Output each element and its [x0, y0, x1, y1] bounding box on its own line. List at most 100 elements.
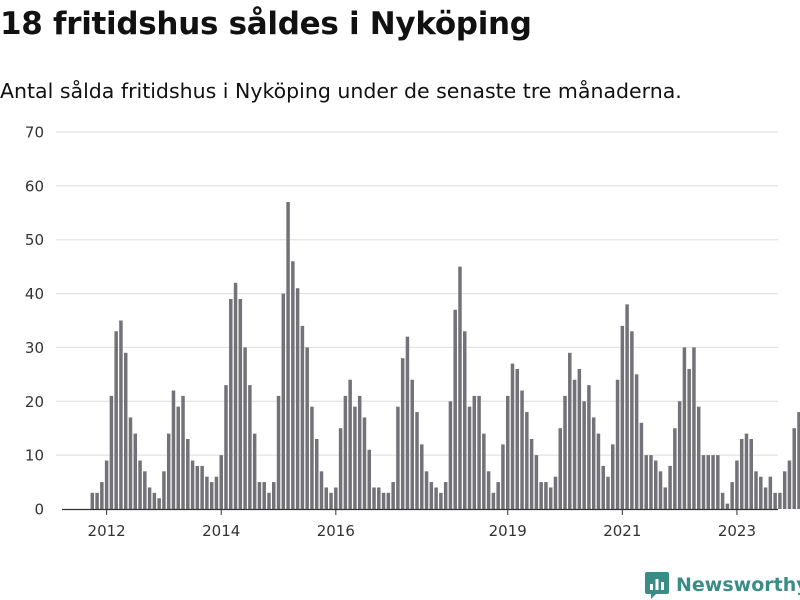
bar: [314, 438, 319, 509]
bar: [654, 460, 658, 509]
bar-chart-logo-icon: [645, 572, 669, 599]
bar: [410, 379, 414, 509]
bar: [716, 455, 720, 509]
bar: [252, 433, 257, 509]
bar: [367, 449, 371, 509]
bar: [162, 471, 166, 509]
bar: [515, 368, 520, 509]
bar: [792, 428, 796, 509]
y-tick-label: 70: [25, 124, 44, 142]
bar: [405, 336, 410, 509]
bar: [477, 395, 481, 509]
bar: [195, 465, 200, 509]
bar: [233, 282, 238, 509]
bar: [396, 406, 400, 509]
bar: [300, 325, 305, 509]
x-tick-label: 2014: [202, 522, 240, 540]
bar: [491, 492, 496, 509]
bar: [338, 428, 343, 509]
bar: [114, 331, 118, 509]
y-tick-label: 40: [25, 285, 44, 303]
bar: [214, 476, 219, 509]
bar: [735, 460, 739, 509]
bar: [443, 482, 448, 509]
bar: [415, 412, 419, 509]
bar: [577, 368, 582, 509]
bar: [606, 476, 610, 509]
chart-subtitle: Antal sålda fritidshus i Nyköping under …: [0, 79, 682, 103]
bar: [596, 433, 601, 509]
bar: [381, 492, 386, 509]
bar: [634, 374, 639, 509]
bar: [372, 487, 376, 509]
bar: [696, 406, 701, 509]
bar: [439, 492, 443, 509]
bar: [539, 482, 543, 509]
bars: [90, 202, 800, 509]
gridlines: [56, 131, 778, 456]
bar: [658, 471, 663, 509]
bar: [128, 417, 133, 509]
bar: [257, 482, 262, 509]
bar: [143, 471, 147, 509]
bar: [529, 438, 534, 509]
chart-title: 18 fritidshus såldes i Nyköping: [0, 6, 532, 42]
bar: [434, 487, 438, 509]
bar: [582, 401, 586, 509]
bar: [362, 417, 367, 509]
bar: [453, 309, 457, 509]
bar: [739, 438, 744, 509]
bar: [157, 498, 161, 509]
bar: [334, 487, 338, 509]
bar: [486, 471, 491, 509]
bar: [520, 390, 524, 509]
x-tick-label: 2012: [88, 522, 126, 540]
bar: [463, 331, 467, 509]
bar: [711, 455, 715, 509]
bar: [692, 347, 696, 509]
bar: [200, 465, 204, 509]
bar: [181, 395, 185, 509]
bar: [673, 428, 677, 509]
bar: [329, 492, 333, 509]
bar: [601, 465, 605, 509]
bar: [95, 492, 99, 509]
y-tick-label: 10: [25, 447, 44, 465]
bar: [467, 406, 472, 509]
bar: [119, 320, 123, 509]
y-tick-label: 30: [25, 339, 44, 357]
bar: [281, 293, 286, 509]
bar: [166, 433, 171, 509]
bar: [229, 298, 233, 509]
bar: [348, 379, 352, 509]
bar: [778, 492, 782, 509]
bar: [248, 385, 252, 509]
bar: [620, 325, 625, 509]
bar: [677, 401, 682, 509]
y-axis-ticks: 0 10 20 30 40 50 60 70: [25, 124, 44, 519]
bar: [725, 503, 730, 509]
bar: [272, 482, 276, 509]
bar: [448, 401, 453, 509]
bar: [319, 471, 324, 509]
bar: [353, 406, 357, 509]
y-tick-label: 20: [25, 393, 44, 411]
x-axis-ticks: 2012201420162019202120232025: [88, 510, 756, 540]
bar: [572, 379, 577, 509]
bar: [243, 347, 247, 509]
bar: [649, 455, 653, 509]
bar: [100, 482, 104, 509]
bar: [138, 460, 142, 509]
bar: [510, 363, 515, 509]
y-tick-label: 50: [25, 231, 44, 249]
bar: [644, 455, 648, 509]
bar: [668, 465, 672, 509]
bar: [630, 331, 634, 509]
bar: [568, 352, 572, 509]
x-tick-label: 2019: [489, 522, 527, 540]
bar: [611, 444, 615, 509]
bar: [133, 433, 138, 509]
bar: [324, 487, 329, 509]
bar: [276, 395, 281, 509]
